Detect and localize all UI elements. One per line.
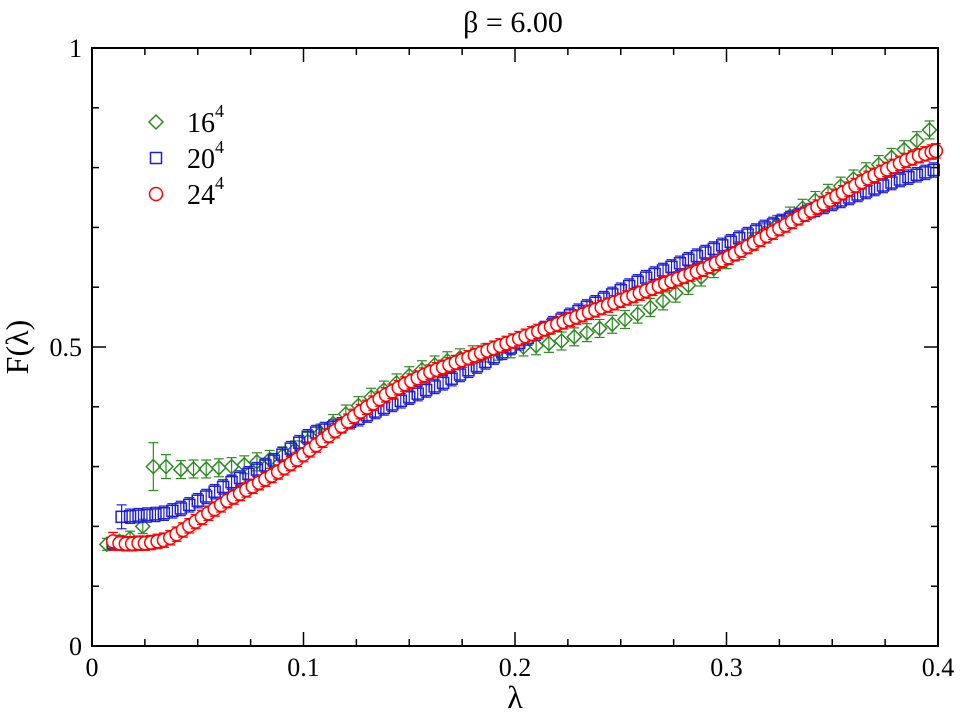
data-point: [172, 461, 189, 478]
data-point: [174, 502, 188, 515]
data-point: [699, 246, 712, 259]
data-point: [223, 458, 240, 475]
data-point: [445, 372, 458, 385]
legend-label: 244: [187, 173, 224, 211]
data-point: [553, 332, 570, 350]
data-point: [921, 121, 938, 138]
data-point: [566, 328, 583, 345]
data-point: [183, 498, 196, 512]
data-point: [185, 460, 202, 478]
data-point: [233, 471, 247, 485]
legend-label: 164: [187, 101, 224, 139]
data-point: [157, 506, 171, 520]
data-point: [690, 249, 704, 263]
y-axis-label: F(λ): [0, 320, 35, 375]
legend-item: 244: [148, 173, 224, 211]
data-point: [134, 518, 151, 535]
data-point: [145, 458, 162, 475]
data-point: [436, 376, 450, 390]
x-tick-label: 0.1: [287, 653, 320, 682]
legend-superscript: 4: [215, 101, 224, 121]
data-point: [616, 311, 634, 328]
data-point: [140, 508, 154, 522]
data-point: [716, 239, 729, 252]
data-point: [648, 267, 661, 281]
data-point: [919, 166, 932, 179]
data-point: [642, 299, 659, 316]
x-tick-label: 0: [86, 653, 99, 682]
data-point: [411, 387, 424, 400]
data-point: [667, 285, 684, 302]
data-point: [682, 253, 695, 266]
legend-label: 204: [187, 137, 224, 175]
legend-superscript: 4: [215, 137, 224, 157]
data-point: [665, 260, 678, 274]
data-point: [166, 504, 179, 518]
data-point: [149, 508, 162, 521]
data-point: [591, 320, 608, 337]
legend-marker: [149, 151, 163, 165]
plot-frame: [91, 47, 939, 647]
legend-item: 204: [149, 137, 224, 175]
data-point: [210, 459, 227, 476]
data-point: [928, 143, 944, 159]
x-tick-label: 0.4: [922, 653, 955, 682]
data-point: [191, 494, 204, 507]
y-tick-label: 0: [69, 632, 82, 661]
data-point: [419, 383, 433, 397]
data-point: [654, 292, 672, 310]
data-point: [707, 242, 721, 256]
data-point: [453, 368, 467, 381]
data-point: [908, 132, 925, 149]
data-point: [198, 460, 215, 478]
x-axis-label: λ: [507, 679, 523, 713]
data-point: [225, 475, 238, 489]
legend-superscript: 4: [215, 173, 224, 193]
legend-marker: [147, 113, 165, 131]
data-point: [578, 324, 595, 341]
data-point: [604, 316, 621, 333]
tick-labels: 0 0.1 0.2 0.3 0.4 0 0.5 1: [50, 34, 955, 682]
y-tick-label: 1: [69, 34, 82, 63]
axis-ticks: [91, 47, 939, 647]
x-tick-label: 0.3: [710, 653, 743, 682]
y-tick-label: 0.5: [50, 333, 83, 362]
data-point: [724, 235, 737, 249]
data-point: [123, 509, 137, 523]
data-point: [132, 509, 145, 522]
legend-marker: [148, 186, 164, 202]
data-point: [927, 163, 941, 177]
legend-item: 164: [147, 101, 224, 139]
data-point: [428, 380, 441, 393]
data-point: [893, 173, 907, 186]
data-point: [540, 335, 557, 352]
data-point: [902, 170, 915, 184]
x-tick-label: 0.2: [499, 653, 532, 682]
data-point: [157, 458, 175, 475]
data-point: [115, 510, 128, 524]
series-layer: [98, 120, 944, 553]
data-point: [629, 306, 646, 323]
data-point: [910, 168, 924, 182]
series-24-circle: [105, 143, 944, 552]
chart-title: β = 6.00: [463, 6, 563, 39]
